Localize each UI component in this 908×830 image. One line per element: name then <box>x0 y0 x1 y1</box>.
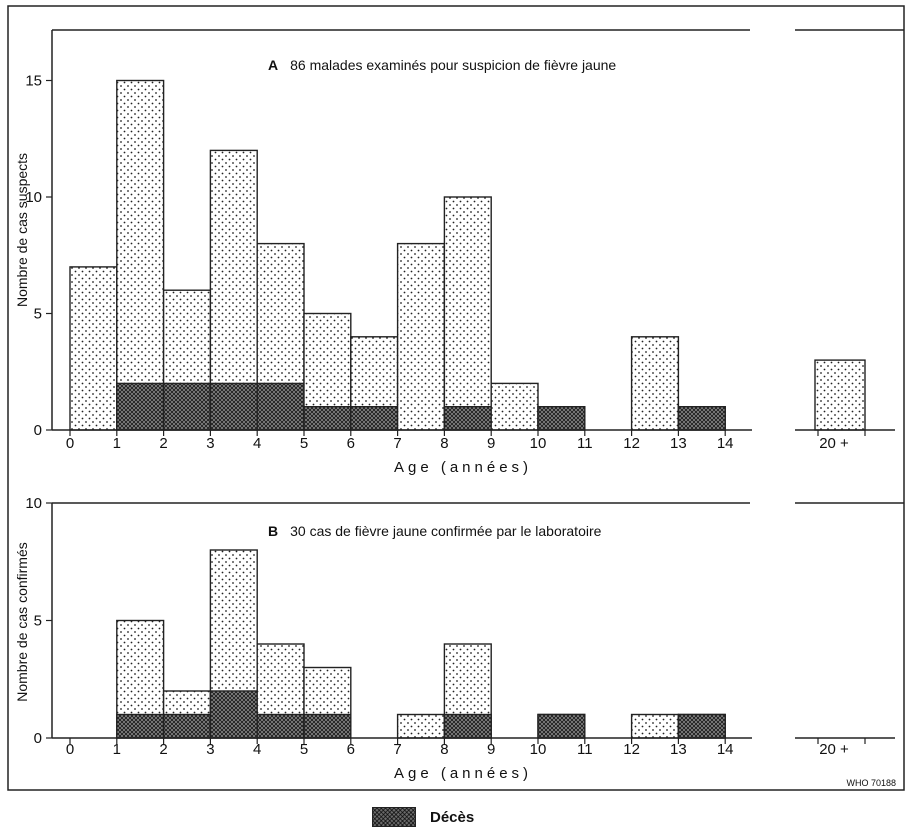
bar-deaths <box>209 382 258 431</box>
bar-deaths <box>677 713 726 739</box>
bar-deaths <box>256 382 305 431</box>
x-tick-label: 12 <box>623 435 640 452</box>
panel-a-xlabel: Age (années) <box>394 459 532 476</box>
panel-a-ylabel: Nombre de cas suspects <box>14 153 30 307</box>
bar-deaths <box>256 713 305 739</box>
bar-deaths <box>677 406 726 431</box>
bar-total <box>630 713 680 739</box>
y-tick-label: 0 <box>34 422 42 439</box>
bar-deaths <box>162 713 212 739</box>
y-tick-label: 5 <box>34 613 42 630</box>
bar-total <box>630 336 680 431</box>
x-tick-label: 10 <box>530 741 547 758</box>
bar-total <box>443 196 492 431</box>
figure-frame <box>7 5 905 791</box>
x-tick-label: 8 <box>440 435 448 452</box>
bar-total <box>116 79 165 431</box>
bar-deaths <box>443 406 492 431</box>
panel-a-title: A 86 malades examinés pour suspicion de f… <box>268 57 616 73</box>
bar-total <box>814 359 866 431</box>
x-tick-label: 9 <box>487 435 495 452</box>
y-tick-label: 5 <box>34 306 42 323</box>
x-tick-label: 3 <box>206 435 214 452</box>
bar-total <box>396 242 446 431</box>
bar-deaths <box>350 406 399 431</box>
x-tick-label: 4 <box>253 741 261 758</box>
x-tick-label: 13 <box>670 435 687 452</box>
x-tick-label: 7 <box>393 435 401 452</box>
x-tick-label: 2 <box>159 741 167 758</box>
x-tick-label: 6 <box>347 741 355 758</box>
bar-deaths <box>537 406 586 431</box>
x-tick-label: 10 <box>530 435 547 452</box>
panel-b-bars <box>116 549 726 739</box>
panel-b-title-text: 30 cas de fièvre jaune confirmée par le … <box>290 523 602 539</box>
x-tick-label: 11 <box>577 741 593 758</box>
panel-b-ylabel: Nombre de cas confirmés <box>14 542 30 702</box>
x-tick-label: 14 <box>717 741 734 758</box>
x-tick-label-extra: 20 + <box>819 741 849 758</box>
x-tick-label: 4 <box>253 435 261 452</box>
panel-b-title: B 30 cas de fièvre jaune confirmée par le… <box>268 523 602 539</box>
x-tick-label: 0 <box>66 435 74 452</box>
panel-a-title-text: 86 malades examinés pour suspicion de fi… <box>290 57 616 73</box>
x-tick-label: 9 <box>487 741 495 758</box>
bar-deaths <box>303 713 352 739</box>
x-tick-label: 5 <box>300 435 308 452</box>
bar-deaths <box>162 382 212 431</box>
x-tick-label: 12 <box>623 741 640 758</box>
bar-deaths <box>303 406 352 431</box>
legend: Décès <box>372 806 474 828</box>
bar-deaths <box>116 382 165 431</box>
x-tick-label: 2 <box>159 435 167 452</box>
panel-a-bars <box>69 79 866 431</box>
x-tick-label: 14 <box>717 435 734 452</box>
x-tick-label: 13 <box>670 741 687 758</box>
panel-b-xlabel: Age (années) <box>394 765 532 782</box>
legend-label: Décès <box>430 808 475 826</box>
x-tick-label: 11 <box>577 435 593 452</box>
x-tick-label-extra: 20 + <box>819 435 849 452</box>
x-tick-label: 3 <box>206 741 214 758</box>
x-tick-label: 0 <box>66 741 74 758</box>
y-tick-label: 0 <box>34 730 42 747</box>
figure-code: WHO 70188 <box>846 778 896 788</box>
panel-a-letter: A <box>268 57 278 73</box>
bar-deaths <box>443 713 492 739</box>
y-tick-label: 10 <box>25 495 42 512</box>
bar-total <box>396 713 446 739</box>
panel-b-letter: B <box>268 523 278 539</box>
x-tick-label: 6 <box>347 435 355 452</box>
bar-deaths <box>537 713 586 739</box>
x-tick-label: 8 <box>440 741 448 758</box>
x-tick-label: 1 <box>113 741 121 758</box>
x-tick-label: 7 <box>393 741 401 758</box>
y-tick-label: 10 <box>25 189 42 206</box>
x-tick-label: 1 <box>113 435 121 452</box>
x-tick-label: 5 <box>300 741 308 758</box>
bar-deaths <box>116 713 165 739</box>
legend-swatch-deaths <box>372 807 416 827</box>
bar-total <box>69 266 118 431</box>
bar-total <box>490 382 539 431</box>
y-tick-label: 15 <box>25 73 42 90</box>
bar-deaths <box>209 690 258 739</box>
